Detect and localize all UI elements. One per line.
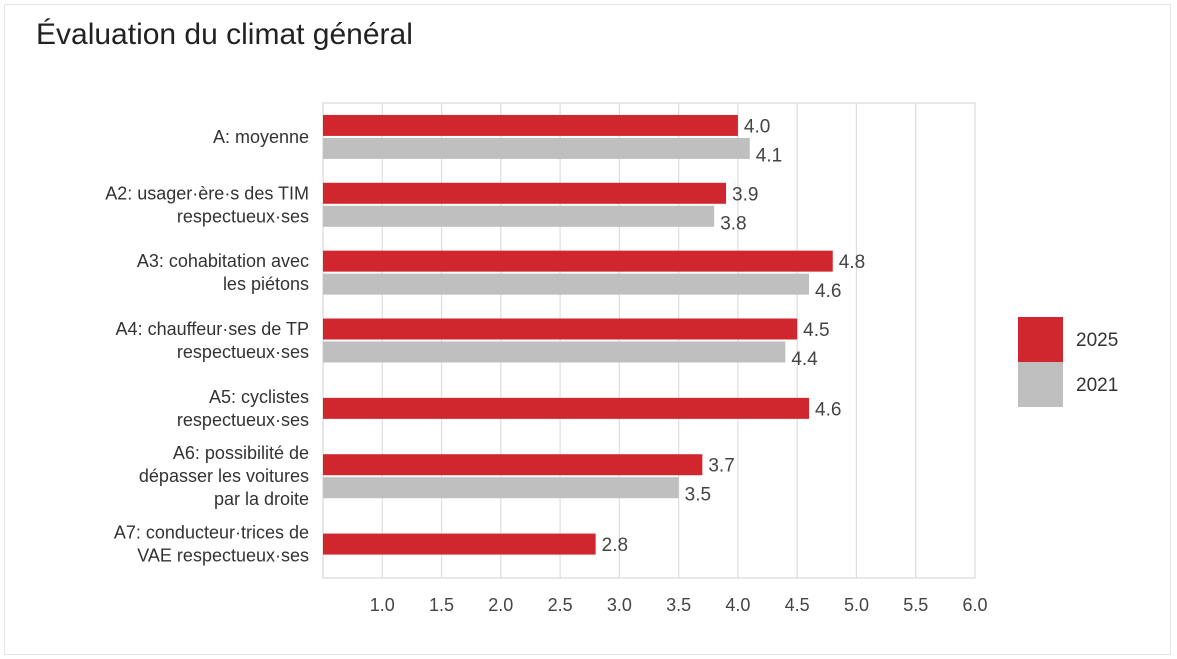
category-label: A7: conducteur·trices de VAE respectueux·… (114, 523, 309, 566)
category-label-line: A7: conducteur·trices de (114, 523, 309, 543)
category-label: A6: possibilité de dépasser les voitures p… (139, 443, 309, 509)
x-tick-label: 6.0 (962, 595, 987, 615)
category-label-line: respectueux·ses (177, 342, 309, 362)
value-label-2021: 4.1 (756, 145, 782, 166)
bar-2025 (323, 250, 833, 272)
x-tick-label: 4.0 (725, 595, 750, 615)
value-label-2025: 2.8 (602, 535, 628, 556)
category-label-line: les piétons (223, 274, 309, 294)
x-tick-label: 4.5 (785, 595, 810, 615)
legend: 2025 2021 (1018, 317, 1118, 407)
x-tick-label: 3.0 (607, 595, 632, 615)
bars: 4.0 4.1 3.9 3.8 4.8 4.6 4.5 4.4 4.6 3.7 3.5 2.8 (323, 114, 865, 556)
value-label-2025: 4.8 (839, 252, 865, 273)
category-label: A2: usager·ère·s des TIM respectueux·ses (105, 183, 309, 226)
bar-2021 (323, 477, 679, 499)
category-label: A5: cyclistes respectueux·ses (177, 387, 309, 430)
legend-swatch-2021 (1018, 362, 1063, 407)
value-label-2021: 3.8 (720, 213, 746, 234)
category-label-line: A6: possibilité de (173, 443, 309, 463)
x-tick-label: 5.5 (903, 595, 928, 615)
category-label-line: A2: usager·ère·s des TIM (105, 183, 309, 203)
x-tick-label: 2.0 (488, 595, 513, 615)
x-tick-label: 1.0 (370, 595, 395, 615)
category-label-line: dépasser les voitures (139, 466, 309, 486)
bar-2025 (323, 182, 727, 204)
category-label-line: A4: chauffeur·ses de TP (116, 319, 309, 339)
value-label-2025: 3.7 (708, 456, 734, 477)
legend-label-2021: 2021 (1076, 375, 1118, 396)
bar-2025 (323, 318, 798, 340)
x-axis-ticks: 1.0 1.5 2.0 2.5 3.0 3.5 4.0 4.5 5.0 5.5 6.0 (370, 595, 988, 615)
category-label: A4: chauffeur·ses de TP respectueux·ses (116, 319, 309, 362)
value-label-2021: 4.4 (791, 349, 818, 370)
bar-2025 (323, 533, 596, 555)
category-label-line: A5: cyclistes (209, 387, 309, 407)
bar-2021 (323, 205, 715, 227)
value-label-2025: 3.9 (732, 184, 758, 205)
x-tick-label: 1.5 (429, 595, 454, 615)
legend-label-2025: 2025 (1076, 330, 1118, 351)
value-label-2025: 4.6 (815, 399, 841, 420)
bar-2021 (323, 137, 750, 159)
x-tick-label: 2.5 (548, 595, 573, 615)
bar-2025 (323, 114, 738, 136)
grid-lines (322, 102, 976, 579)
x-tick-label: 3.5 (666, 595, 691, 615)
legend-swatch-2025 (1018, 317, 1063, 362)
chart-title: Évaluation du climat général (36, 18, 413, 51)
chart-frame (4, 4, 1171, 655)
category-labels: A: moyenne A2: usager·ère·s des TIM respec… (105, 127, 309, 566)
bar-2025 (323, 454, 703, 476)
category-label-line: A: moyenne (213, 127, 309, 147)
bar-2025 (323, 397, 810, 419)
category-label-line: respectueux·ses (177, 410, 309, 430)
category-label-line: par la droite (214, 489, 309, 509)
category-label: A3: cohabitation avec les piétons (137, 251, 309, 294)
category-label-line: A3: cohabitation avec (137, 251, 309, 271)
category-label: A: moyenne (213, 127, 309, 147)
value-label-2025: 4.0 (744, 116, 770, 137)
category-label-line: respectueux·ses (177, 206, 309, 226)
plot-area (322, 102, 976, 579)
value-label-2021: 4.6 (815, 281, 841, 302)
bar-2021 (323, 273, 810, 295)
value-label-2025: 4.5 (803, 320, 829, 341)
category-label-line: VAE respectueux·ses (137, 546, 309, 566)
x-tick-label: 5.0 (844, 595, 869, 615)
value-label-2021: 3.5 (685, 485, 711, 506)
bar-2021 (323, 341, 786, 363)
